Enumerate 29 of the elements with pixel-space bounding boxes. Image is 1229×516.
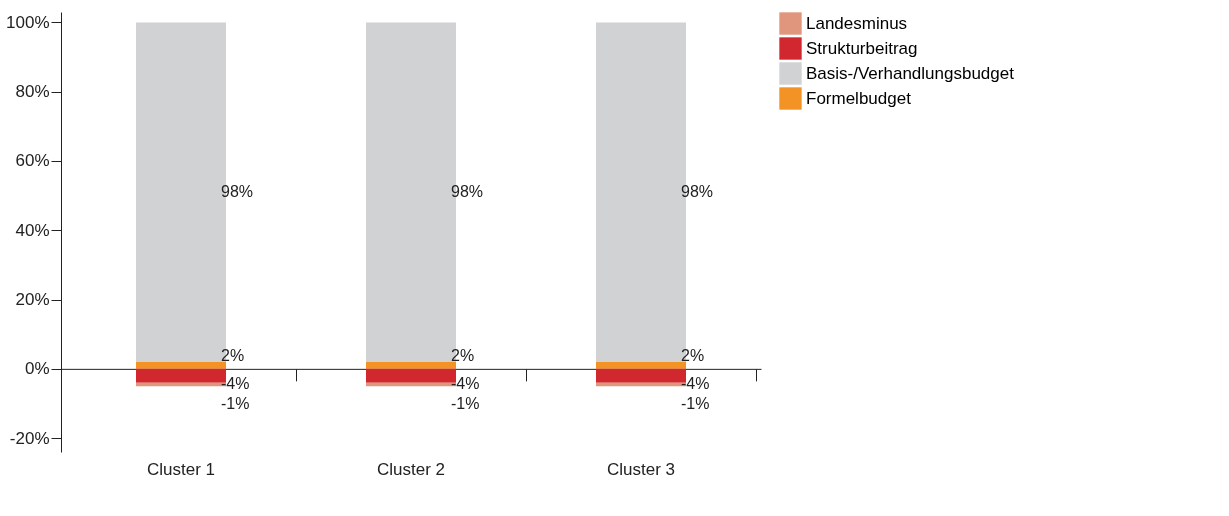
data-label: 98% [681, 183, 714, 201]
legend-label: Formelbudget [806, 88, 912, 108]
data-label: 98% [221, 183, 254, 201]
legend-label: Basis-/Verhandlungsbudget [806, 63, 1015, 83]
x-tick-label: Cluster 3 [606, 460, 676, 479]
data-label: -1% [221, 395, 250, 413]
legend-label: Strukturbeitrag [806, 38, 918, 58]
data-label: 98% [451, 183, 484, 201]
y-tick-label: 40% [15, 220, 50, 240]
data-label: 2% [451, 347, 475, 365]
data-label: -4% [681, 374, 710, 392]
data-label: -4% [221, 374, 250, 392]
y-tick-label: 0% [24, 359, 50, 379]
x-tick-label: Cluster 1 [146, 460, 216, 479]
bar [366, 361, 456, 369]
bar [596, 361, 686, 369]
y-tick-label: -20% [9, 428, 50, 448]
data-label: 2% [681, 347, 705, 365]
bar [136, 361, 226, 369]
data-label: -4% [451, 374, 480, 392]
legend-label: Landesminus [806, 13, 908, 33]
data-label: -1% [451, 395, 480, 413]
data-label: -1% [681, 395, 710, 413]
y-tick-label: 80% [15, 82, 50, 102]
y-tick-label: 100% [6, 12, 50, 32]
data-label: 2% [221, 347, 245, 365]
y-tick-label: 60% [15, 151, 50, 171]
y-tick-label: 20% [15, 290, 50, 310]
x-tick-label: Cluster 2 [376, 460, 446, 479]
